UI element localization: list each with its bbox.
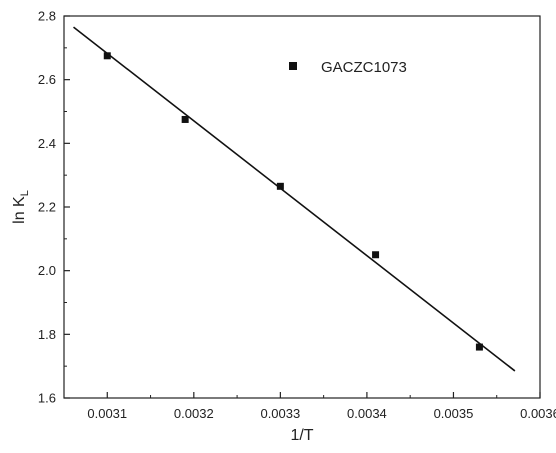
x-tick-label: 0.0033 [260, 406, 300, 421]
y-tick-label: 1.8 [38, 327, 56, 342]
y-tick-label: 2.8 [38, 9, 56, 24]
data-point [103, 52, 111, 60]
y-tick-label: 2.0 [38, 263, 56, 278]
x-tick-label: 0.0032 [174, 406, 214, 421]
legend-marker [289, 62, 297, 70]
x-tick-label: 0.0035 [434, 406, 474, 421]
x-axis-title: 1/T [290, 427, 313, 444]
fit-line [73, 26, 516, 372]
y-tick-label: 2.6 [38, 72, 56, 87]
data-point [475, 343, 483, 351]
y-axis-title-main: ln K [11, 196, 28, 224]
x-tick-label: 0.0036 [520, 406, 556, 421]
legend: GACZC1073 [289, 59, 407, 76]
x-axis: 0.0031 0.0032 0.0033 0.0034 0.0035 0.0036 [87, 392, 556, 421]
x-tick-label: 0.0031 [87, 406, 127, 421]
y-axis-title-subscript: L [19, 190, 31, 196]
svg-text:ln KL: ln KL [11, 190, 31, 224]
x-tick-label: 0.0034 [347, 406, 387, 421]
legend-label: GACZC1073 [321, 59, 407, 76]
y-tick-label: 2.2 [38, 200, 56, 215]
data-points [103, 52, 483, 351]
plot-area: 0.0031 0.0032 0.0033 0.0034 0.0035 0.0036 1.6… [38, 9, 556, 422]
y-axis: 1.6 1.8 2.0 2.2 2.4 2.6 2.8 [38, 9, 70, 406]
data-point [372, 251, 380, 259]
y-tick-label: 2.4 [38, 136, 56, 151]
data-point [276, 182, 284, 190]
y-axis-title: ln KL [11, 190, 31, 224]
plot-frame [63, 15, 541, 399]
data-point [181, 115, 189, 123]
y-tick-label: 1.6 [38, 391, 56, 406]
